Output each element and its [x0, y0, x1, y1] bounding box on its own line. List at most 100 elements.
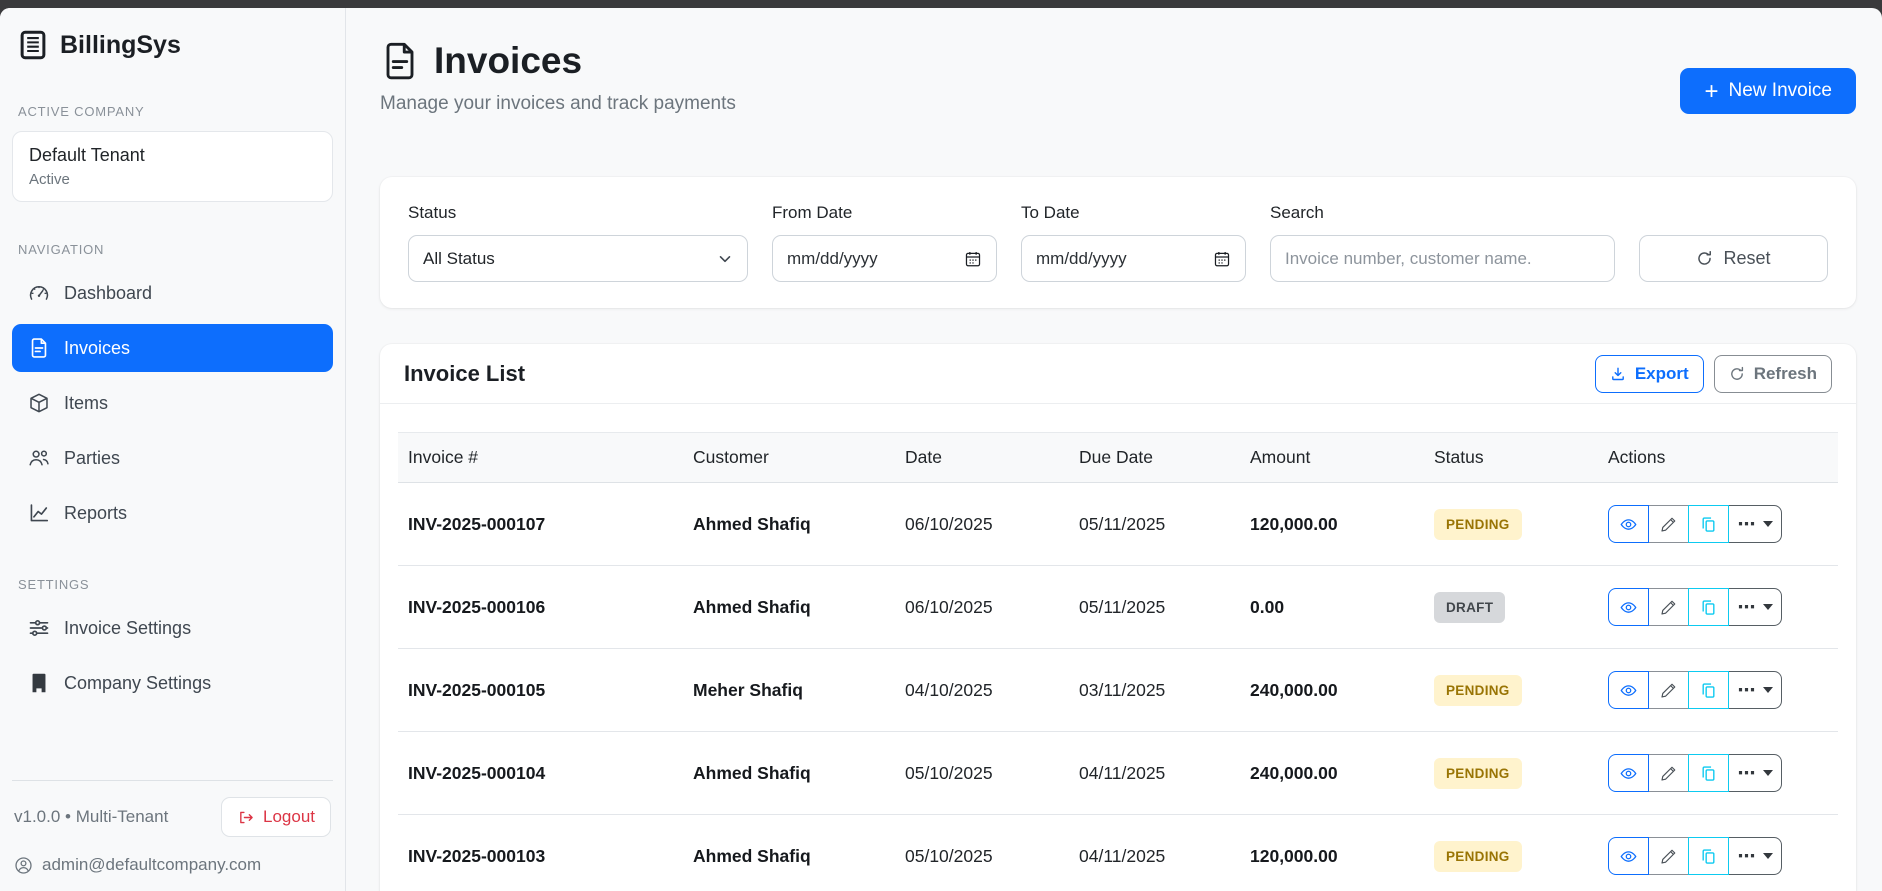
status-badge: PENDING — [1434, 674, 1522, 706]
pencil-icon — [1661, 683, 1676, 698]
status-badge: PENDING — [1434, 840, 1522, 872]
caret-down-icon — [1762, 853, 1773, 859]
pencil-icon — [1661, 849, 1676, 864]
more-actions-button[interactable] — [1728, 754, 1782, 792]
edit-invoice-button[interactable] — [1648, 588, 1689, 626]
settings-list: Invoice Settings Company Settings — [12, 604, 333, 707]
new-invoice-button[interactable]: + New Invoice — [1680, 68, 1856, 114]
edit-invoice-button[interactable] — [1648, 671, 1689, 709]
search-input[interactable] — [1285, 236, 1600, 281]
status-cell: PENDING — [1424, 814, 1598, 891]
app-layout: BillingSys ACTIVE COMPANY Default Tenant… — [0, 8, 1882, 891]
customer-cell: Ahmed Shafiq — [683, 482, 895, 566]
actions-cell — [1598, 565, 1838, 649]
copy-icon — [1702, 848, 1715, 864]
status-badge: PENDING — [1434, 508, 1522, 540]
edit-invoice-button[interactable] — [1648, 754, 1689, 792]
footer-divider — [12, 780, 333, 781]
sidebar-item-dashboard[interactable]: Dashboard — [12, 269, 333, 317]
actions-cell — [1598, 731, 1838, 815]
actions-cell — [1598, 482, 1838, 566]
sidebar-item-parties[interactable]: Parties — [12, 434, 333, 482]
copy-icon — [1702, 682, 1715, 698]
building-icon — [28, 672, 50, 694]
sidebar-item-label: Items — [64, 392, 109, 413]
actions-cell — [1598, 814, 1838, 891]
eye-icon — [1620, 850, 1637, 862]
eye-icon — [1620, 518, 1637, 530]
more-actions-button[interactable] — [1728, 837, 1782, 875]
refresh-button[interactable]: Refresh — [1713, 354, 1832, 393]
edit-invoice-button[interactable] — [1648, 505, 1689, 543]
sidebar-item-items[interactable]: Items — [12, 379, 333, 427]
invoice-number-cell: INV-2025-000106 — [398, 565, 683, 649]
sidebar-item-company-settings[interactable]: Company Settings — [12, 659, 333, 707]
sliders-icon — [28, 617, 50, 639]
invoices-page-icon — [380, 40, 420, 82]
sidebar-item-invoice-settings[interactable]: Invoice Settings — [12, 604, 333, 652]
copy-invoice-button[interactable] — [1688, 754, 1729, 792]
copy-invoice-button[interactable] — [1688, 837, 1729, 875]
search-label: Search — [1270, 203, 1324, 222]
reset-button[interactable]: Reset — [1639, 235, 1828, 282]
table-row: INV-2025-000103 Ahmed Shafiq 05/10/2025 … — [398, 814, 1838, 891]
sidebar-item-reports[interactable]: Reports — [12, 489, 333, 537]
window-top-bar — [0, 0, 1882, 8]
date-cell: 06/10/2025 — [895, 482, 1069, 566]
page-subtitle: Manage your invoices and track payments — [380, 93, 736, 114]
file-text-icon — [28, 337, 50, 359]
tenant-name: Default Tenant — [29, 145, 145, 165]
status-filter-label: Status — [408, 203, 457, 222]
to-date-label: To Date — [1021, 203, 1080, 222]
more-actions-button[interactable] — [1728, 588, 1782, 626]
table-row: INV-2025-000107 Ahmed Shafiq 06/10/2025 … — [398, 482, 1838, 566]
view-invoice-button[interactable] — [1608, 505, 1649, 543]
view-invoice-button[interactable] — [1608, 671, 1649, 709]
graph-icon — [28, 502, 50, 524]
user-email-row: admin@defaultcompany.com — [12, 855, 333, 875]
sidebar-item-label: Invoices — [64, 337, 131, 358]
status-select[interactable]: All Status — [408, 235, 748, 282]
col-customer: Customer — [683, 432, 895, 483]
from-date-input[interactable]: mm/dd/yyyy — [772, 235, 997, 282]
chevron-down-icon — [719, 255, 731, 262]
ellipsis-icon — [1738, 602, 1757, 612]
calendar-icon — [1214, 251, 1230, 266]
caret-down-icon — [1762, 521, 1773, 527]
person-circle-icon — [15, 856, 32, 874]
more-actions-button[interactable] — [1728, 505, 1782, 543]
settings-label: SETTINGS — [18, 577, 90, 592]
main-content: Invoices Manage your invoices and track … — [346, 8, 1882, 891]
more-actions-button[interactable] — [1728, 671, 1782, 709]
invoice-number-cell: INV-2025-000107 — [398, 482, 683, 566]
col-actions: Actions — [1598, 432, 1838, 483]
copy-invoice-button[interactable] — [1688, 588, 1729, 626]
col-amount: Amount — [1240, 432, 1424, 483]
tenant-card[interactable]: Default Tenant Active — [12, 131, 333, 202]
from-date-label: From Date — [772, 203, 853, 222]
to-date-input[interactable]: mm/dd/yyyy — [1021, 235, 1246, 282]
caret-down-icon — [1762, 687, 1773, 693]
logout-button[interactable]: Logout — [221, 797, 331, 837]
sidebar-item-invoices[interactable]: Invoices — [12, 324, 333, 372]
status-cell: PENDING — [1424, 648, 1598, 732]
eye-icon — [1620, 684, 1637, 696]
sidebar: BillingSys ACTIVE COMPANY Default Tenant… — [0, 8, 346, 891]
due-date-cell: 04/11/2025 — [1069, 814, 1240, 891]
edit-invoice-button[interactable] — [1648, 837, 1689, 875]
navigation-label: NAVIGATION — [18, 242, 105, 257]
copy-invoice-button[interactable] — [1688, 505, 1729, 543]
view-invoice-button[interactable] — [1608, 588, 1649, 626]
status-badge: PENDING — [1434, 757, 1522, 789]
date-cell: 05/10/2025 — [895, 814, 1069, 891]
page-title: Invoices — [434, 40, 583, 81]
journal-icon — [18, 30, 48, 60]
view-invoice-button[interactable] — [1608, 754, 1649, 792]
invoice-list-title: Invoice List — [404, 360, 526, 386]
view-invoice-button[interactable] — [1608, 837, 1649, 875]
amount-cell: 120,000.00 — [1240, 482, 1424, 566]
invoice-number-cell: INV-2025-000103 — [398, 814, 683, 891]
copy-icon — [1702, 599, 1715, 615]
export-button[interactable]: Export — [1594, 354, 1704, 393]
copy-invoice-button[interactable] — [1688, 671, 1729, 709]
